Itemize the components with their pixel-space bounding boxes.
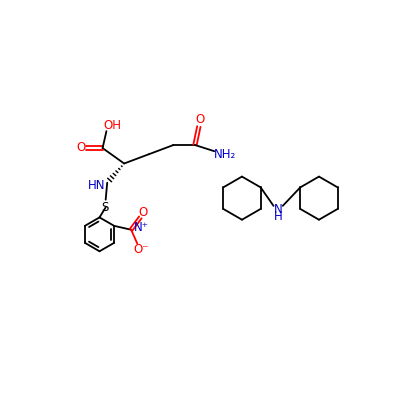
Text: O: O [138,206,147,218]
Text: O: O [76,141,86,154]
Text: OH: OH [104,119,122,132]
Text: O: O [196,113,205,126]
Text: NH₂: NH₂ [214,148,236,161]
Text: S: S [101,201,108,214]
Text: HN: HN [88,178,105,192]
Text: N: N [274,203,282,216]
Text: N⁺: N⁺ [134,221,149,234]
Text: O⁻: O⁻ [133,243,149,256]
Text: H: H [274,210,282,223]
